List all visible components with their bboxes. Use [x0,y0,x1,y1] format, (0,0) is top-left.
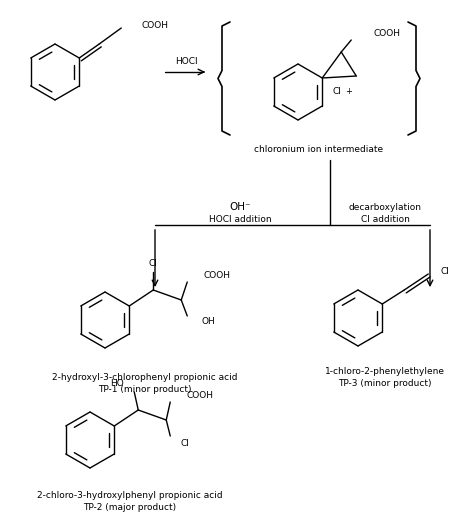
Text: HOCl: HOCl [175,57,197,67]
Text: HOCl addition: HOCl addition [209,215,271,223]
Text: Cl: Cl [180,440,189,448]
Text: OH⁻: OH⁻ [229,202,251,212]
Text: COOH: COOH [373,29,400,39]
Text: COOH: COOH [186,392,213,400]
Text: HO: HO [110,379,124,389]
Text: TP-2 (major product): TP-2 (major product) [83,504,176,512]
Text: 2-chloro-3-hydroxylphenyl propionic acid: 2-chloro-3-hydroxylphenyl propionic acid [37,492,223,501]
Text: Cl: Cl [333,88,342,96]
Text: Cl: Cl [149,260,158,268]
Text: chloronium ion intermediate: chloronium ion intermediate [255,146,383,154]
Text: COOH: COOH [141,22,168,30]
Text: 2-hydroxyl-3-chlorophenyl propionic acid: 2-hydroxyl-3-chlorophenyl propionic acid [52,374,238,382]
Text: decarboxylation: decarboxylation [348,202,421,212]
Text: +: + [345,88,352,96]
Text: TP-1 (minor product): TP-1 (minor product) [98,385,192,395]
Text: 1-chloro-2-phenylethylene: 1-chloro-2-phenylethylene [325,367,445,377]
Text: Cl addition: Cl addition [361,215,410,223]
Text: COOH: COOH [203,271,230,281]
Text: OH: OH [201,317,215,327]
Text: Cl: Cl [440,267,449,277]
Text: TP-3 (minor product): TP-3 (minor product) [338,379,432,389]
